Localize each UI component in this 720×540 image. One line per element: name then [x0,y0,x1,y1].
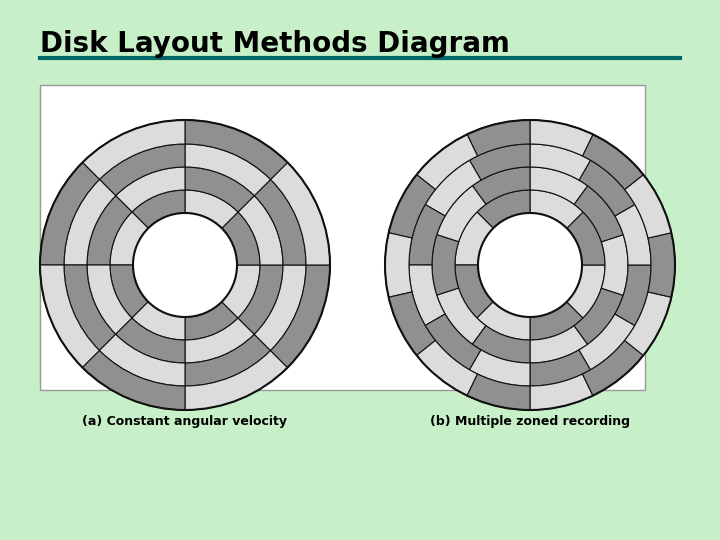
Text: (b) Multiple zoned recording: (b) Multiple zoned recording [430,415,630,428]
Wedge shape [271,265,330,368]
Wedge shape [469,144,530,180]
Wedge shape [185,318,254,363]
Wedge shape [477,302,530,340]
Wedge shape [477,190,530,228]
Wedge shape [64,265,116,350]
Wedge shape [469,350,530,386]
Wedge shape [132,190,185,228]
Wedge shape [83,120,185,179]
Wedge shape [625,174,671,238]
Wedge shape [574,186,624,242]
Circle shape [478,213,582,317]
Wedge shape [99,144,185,195]
Wedge shape [530,120,593,156]
Wedge shape [385,233,412,297]
Wedge shape [185,167,254,212]
Wedge shape [467,374,530,410]
Wedge shape [116,167,185,212]
Wedge shape [389,292,436,355]
Wedge shape [567,265,605,318]
Wedge shape [110,265,148,318]
Wedge shape [530,374,593,410]
Wedge shape [254,179,306,265]
Wedge shape [567,212,605,265]
Wedge shape [530,350,590,386]
Wedge shape [116,318,185,363]
Wedge shape [437,186,486,242]
Wedge shape [238,265,283,334]
Wedge shape [615,265,651,326]
Wedge shape [99,334,185,386]
Wedge shape [426,160,481,216]
Wedge shape [582,340,644,396]
Wedge shape [40,163,99,265]
Wedge shape [467,120,530,156]
Text: (a) Constant angular velocity: (a) Constant angular velocity [83,415,287,428]
Wedge shape [185,302,238,340]
Wedge shape [579,314,635,370]
Wedge shape [222,212,260,265]
Wedge shape [409,205,445,265]
Wedge shape [409,265,445,326]
Wedge shape [432,235,459,295]
Wedge shape [222,265,260,318]
Wedge shape [254,265,306,350]
Wedge shape [185,144,271,195]
Wedge shape [87,195,132,265]
Wedge shape [530,190,583,228]
Wedge shape [417,340,477,396]
Wedge shape [530,302,583,340]
Wedge shape [437,288,486,345]
Wedge shape [455,212,493,265]
Wedge shape [574,288,624,345]
Wedge shape [579,160,635,216]
Bar [40,85,645,390]
Wedge shape [582,134,644,190]
Circle shape [133,213,237,317]
Wedge shape [625,292,671,355]
Wedge shape [648,233,675,297]
Wedge shape [185,190,238,228]
Wedge shape [615,205,651,265]
Wedge shape [83,350,185,410]
Wedge shape [87,265,132,334]
Wedge shape [455,265,493,318]
Wedge shape [185,334,271,386]
Wedge shape [601,235,628,295]
Wedge shape [185,350,287,410]
Wedge shape [472,167,530,204]
Wedge shape [271,163,330,265]
Wedge shape [530,144,590,180]
Wedge shape [530,326,588,363]
Wedge shape [40,265,99,368]
Wedge shape [426,314,481,370]
Wedge shape [389,174,436,238]
Wedge shape [472,326,530,363]
Wedge shape [132,302,185,340]
Wedge shape [185,120,287,179]
Text: Disk Layout Methods Diagram: Disk Layout Methods Diagram [40,30,510,58]
Wedge shape [64,179,116,265]
Wedge shape [238,195,283,265]
Wedge shape [417,134,477,190]
Wedge shape [110,212,148,265]
Wedge shape [530,167,588,204]
